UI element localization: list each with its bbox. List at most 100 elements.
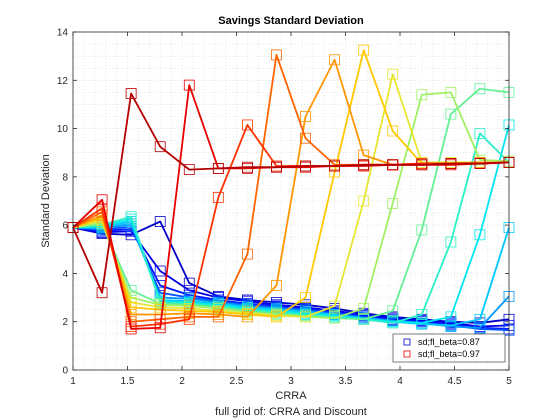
x-tick-label: 4 bbox=[397, 376, 403, 387]
data-point-marker bbox=[300, 311, 311, 323]
y-tick-label: 6 bbox=[62, 221, 68, 232]
data-point-marker bbox=[154, 265, 166, 277]
data-point-marker bbox=[445, 319, 457, 331]
data-point-marker bbox=[445, 158, 457, 169]
chart-title: Savings Standard Deviation bbox=[218, 15, 364, 27]
data-point-marker bbox=[474, 83, 486, 95]
data-point-marker bbox=[125, 88, 137, 99]
data-point-marker bbox=[416, 89, 428, 101]
series-17 bbox=[67, 88, 515, 299]
data-point-marker bbox=[445, 108, 457, 120]
axes: 1 1.5 2 2.5 3 3.5 4 4.5 5 0 2 4 6 8 10 12 14 bbox=[57, 28, 512, 388]
y-axis-label: Standard Deviation bbox=[40, 154, 52, 248]
data-point-marker bbox=[445, 86, 457, 98]
data-point-marker bbox=[329, 160, 341, 172]
data-point-marker bbox=[154, 216, 166, 227]
series-line bbox=[72, 226, 510, 328]
data-point-marker bbox=[271, 49, 282, 61]
data-point-marker bbox=[387, 125, 399, 137]
data-point-marker bbox=[474, 322, 486, 334]
data-point-marker bbox=[300, 292, 311, 303]
data-point-marker bbox=[358, 159, 370, 171]
series-line bbox=[72, 87, 510, 321]
chart-subtitle: full grid of: CRRA and Discount bbox=[215, 406, 367, 418]
x-tick-label: 5 bbox=[506, 376, 512, 387]
data-point-marker bbox=[387, 198, 399, 209]
data-point-marker bbox=[271, 280, 282, 291]
data-point-marker bbox=[241, 119, 253, 131]
legend-label: sd;fl_beta=0.87 bbox=[418, 337, 480, 347]
y-tick-label: 10 bbox=[57, 124, 69, 135]
y-tick-label: 2 bbox=[62, 317, 68, 328]
data-point-marker bbox=[125, 323, 137, 335]
x-tick-label: 3.5 bbox=[339, 376, 353, 387]
y-tick-label: 0 bbox=[62, 366, 68, 377]
x-tick-label: 2 bbox=[179, 376, 185, 387]
x-tick-label: 3 bbox=[288, 376, 294, 387]
data-point-marker bbox=[212, 163, 224, 174]
legend-box bbox=[392, 333, 506, 363]
data-point-marker bbox=[183, 164, 195, 176]
data-point-marker bbox=[300, 132, 311, 144]
data-point-marker bbox=[387, 159, 399, 171]
data-point-marker bbox=[474, 127, 486, 139]
data-point-marker bbox=[300, 160, 311, 172]
legend-label: sd;fl_beta=0.97 bbox=[418, 349, 480, 359]
data-point-marker bbox=[445, 236, 457, 248]
data-point-marker bbox=[329, 54, 341, 66]
x-tick-label: 2.5 bbox=[230, 376, 244, 387]
data-point-marker bbox=[241, 311, 253, 323]
data-point-marker bbox=[183, 277, 195, 289]
data-point-marker bbox=[387, 68, 399, 80]
series-line bbox=[72, 49, 509, 318]
series-layer bbox=[67, 44, 515, 336]
data-point-marker bbox=[154, 322, 166, 334]
data-point-marker bbox=[96, 287, 108, 299]
data-point-marker bbox=[212, 311, 224, 323]
data-point-marker bbox=[474, 158, 486, 169]
data-point-marker bbox=[416, 224, 428, 236]
data-point-marker bbox=[212, 191, 224, 203]
y-tick-label: 4 bbox=[62, 269, 68, 280]
series-16 bbox=[67, 79, 515, 335]
data-point-marker bbox=[271, 161, 282, 173]
y-tick-label: 12 bbox=[57, 76, 69, 87]
data-point-marker bbox=[358, 303, 370, 314]
data-point-marker bbox=[329, 312, 341, 324]
data-point-marker bbox=[183, 313, 195, 325]
y-tick-label: 8 bbox=[62, 172, 68, 183]
data-point-marker bbox=[329, 166, 341, 178]
data-point-marker bbox=[416, 159, 428, 171]
data-point-marker bbox=[241, 248, 253, 260]
data-point-marker bbox=[416, 317, 428, 329]
data-point-marker bbox=[387, 305, 399, 317]
series-line bbox=[72, 92, 510, 294]
data-point-marker bbox=[96, 194, 108, 206]
data-point-marker bbox=[474, 313, 486, 325]
x-tick-label: 4.5 bbox=[448, 376, 462, 387]
data-point-marker bbox=[183, 79, 195, 91]
data-point-marker bbox=[358, 44, 370, 56]
data-point-marker bbox=[300, 111, 311, 122]
data-point-marker bbox=[387, 317, 399, 329]
series-line bbox=[72, 132, 510, 324]
data-point-marker bbox=[329, 300, 341, 312]
data-point-marker bbox=[271, 311, 282, 323]
series-line bbox=[72, 73, 509, 318]
data-point-marker bbox=[125, 211, 137, 223]
data-point-marker bbox=[416, 309, 428, 320]
y-tick-label: 14 bbox=[57, 28, 69, 39]
data-point-marker bbox=[358, 195, 370, 207]
x-tick-label: 1.5 bbox=[121, 376, 135, 387]
x-tick-label: 1 bbox=[70, 376, 76, 387]
series-line bbox=[72, 84, 510, 330]
data-point-marker bbox=[445, 311, 457, 323]
legend: sd;fl_beta=0.87 sd;fl_beta=0.97 bbox=[392, 333, 506, 363]
data-point-marker bbox=[358, 313, 370, 325]
legend-marker bbox=[403, 338, 411, 346]
data-point-marker bbox=[154, 141, 166, 153]
legend-marker bbox=[403, 350, 411, 358]
data-point-marker bbox=[241, 161, 253, 173]
